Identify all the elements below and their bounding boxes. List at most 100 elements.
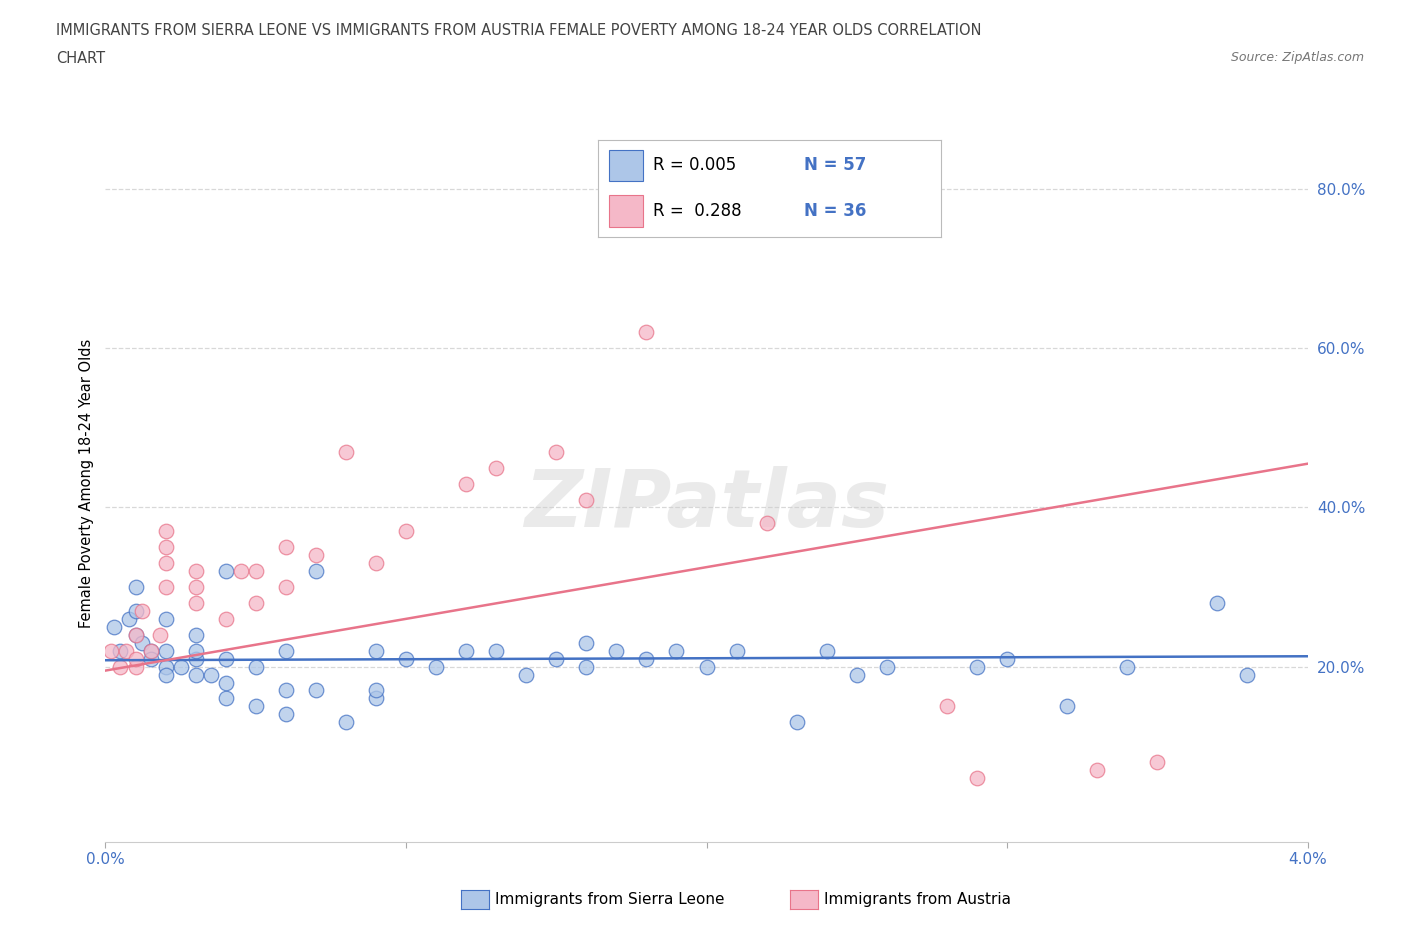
Point [274, 683, 297, 698]
Point [245, 659, 267, 674]
Point [395, 651, 418, 666]
Text: Source: ZipAtlas.com: Source: ZipAtlas.com [1230, 51, 1364, 64]
Text: Immigrants from Austria: Immigrants from Austria [824, 892, 1011, 907]
Point [229, 564, 252, 578]
Point [305, 564, 328, 578]
Point [546, 651, 568, 666]
Point [131, 635, 153, 650]
Point [139, 644, 162, 658]
Point [274, 707, 297, 722]
Point [110, 644, 132, 658]
Point [274, 539, 297, 554]
Point [335, 445, 357, 459]
Point [485, 644, 508, 658]
Point [1116, 659, 1139, 674]
Point [1085, 763, 1108, 777]
Y-axis label: Female Poverty Among 18-24 Year Olds: Female Poverty Among 18-24 Year Olds [79, 339, 94, 629]
Point [214, 564, 236, 578]
Point [1206, 595, 1229, 610]
Point [575, 659, 598, 674]
Point [184, 667, 207, 682]
Point [184, 564, 207, 578]
Point [155, 539, 177, 554]
Text: Immigrants from Sierra Leone: Immigrants from Sierra Leone [495, 892, 724, 907]
Point [124, 604, 146, 618]
Point [155, 644, 177, 658]
Point [155, 579, 177, 594]
Point [155, 611, 177, 626]
Point [155, 659, 177, 674]
Point [1146, 754, 1168, 769]
Point [124, 628, 146, 643]
Point [1056, 699, 1078, 714]
Point [876, 659, 898, 674]
Point [245, 595, 267, 610]
Point [815, 644, 838, 658]
Point [274, 644, 297, 658]
Point [395, 524, 418, 538]
Point [335, 715, 357, 730]
Point [124, 628, 146, 643]
Point [155, 556, 177, 571]
Point [636, 325, 658, 339]
Point [786, 715, 808, 730]
Point [124, 659, 146, 674]
Point [245, 564, 267, 578]
Text: ZIPatlas: ZIPatlas [524, 466, 889, 544]
Point [214, 651, 236, 666]
Point [364, 644, 387, 658]
Point [155, 667, 177, 682]
Point [184, 628, 207, 643]
Point [575, 492, 598, 507]
Point [364, 691, 387, 706]
Point [148, 628, 170, 643]
Point [425, 659, 447, 674]
Point [1236, 667, 1258, 682]
Point [103, 619, 125, 634]
Point [274, 579, 297, 594]
Point [966, 771, 988, 786]
Point [454, 476, 477, 491]
Point [364, 556, 387, 571]
Point [485, 460, 508, 475]
Point [305, 548, 328, 563]
Text: CHART: CHART [56, 51, 105, 66]
Point [118, 611, 141, 626]
Point [636, 651, 658, 666]
Point [245, 699, 267, 714]
Point [755, 516, 778, 531]
Point [184, 651, 207, 666]
Point [214, 675, 236, 690]
Point [184, 595, 207, 610]
Point [115, 644, 138, 658]
Point [184, 644, 207, 658]
Point [305, 683, 328, 698]
Point [184, 579, 207, 594]
Point [124, 579, 146, 594]
Point [845, 667, 868, 682]
Point [454, 644, 477, 658]
Point [200, 667, 222, 682]
Point [139, 644, 162, 658]
Point [214, 611, 236, 626]
Point [155, 524, 177, 538]
Point [546, 445, 568, 459]
Point [139, 651, 162, 666]
Point [665, 644, 688, 658]
Point [575, 635, 598, 650]
Point [696, 659, 718, 674]
Point [936, 699, 959, 714]
Point [995, 651, 1018, 666]
Point [100, 644, 122, 658]
Point [725, 644, 748, 658]
Point [364, 683, 387, 698]
Point [169, 659, 191, 674]
Point [124, 651, 146, 666]
Point [110, 659, 132, 674]
Point [131, 604, 153, 618]
Point [214, 691, 236, 706]
Point [966, 659, 988, 674]
Point [515, 667, 537, 682]
Text: IMMIGRANTS FROM SIERRA LEONE VS IMMIGRANTS FROM AUSTRIA FEMALE POVERTY AMONG 18-: IMMIGRANTS FROM SIERRA LEONE VS IMMIGRAN… [56, 23, 981, 38]
Point [605, 644, 627, 658]
